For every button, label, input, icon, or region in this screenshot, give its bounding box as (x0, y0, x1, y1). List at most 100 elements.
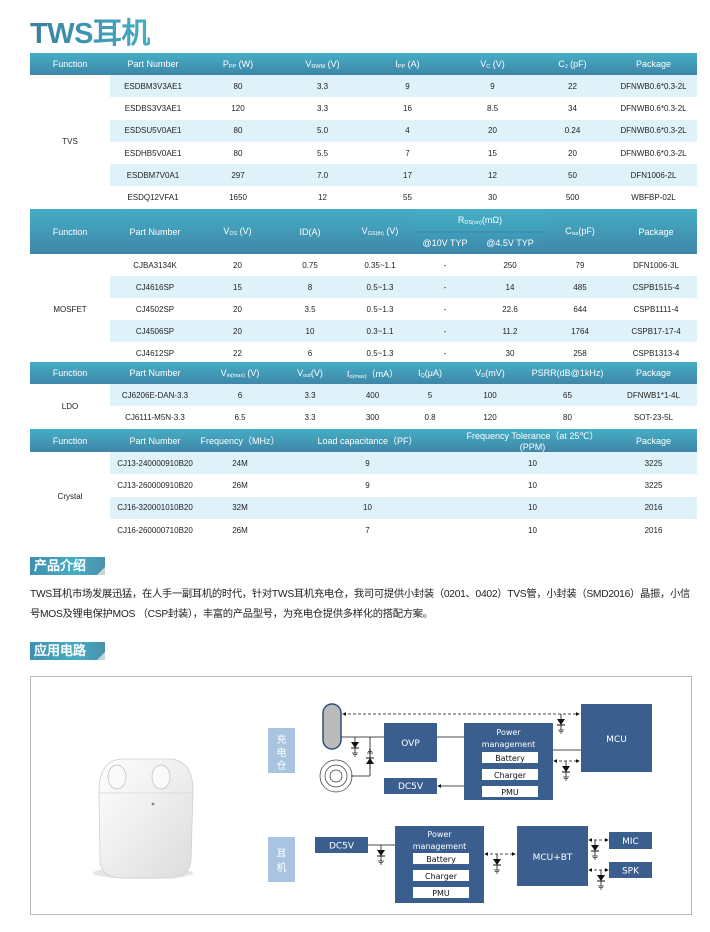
table-cell: DFN1006-3L (633, 260, 679, 270)
mcu-block (581, 704, 652, 772)
header-text: Package (635, 435, 672, 446)
header-text: @10V TYP (422, 238, 468, 248)
table-cell: 0.75 (302, 260, 318, 270)
header-unit: (A) (405, 58, 420, 69)
tvs-diode-icon (376, 844, 386, 865)
header-subscript: in(max) (226, 372, 245, 379)
tvs-spec-table: Function Part Number PPP (W) VRWM (V) IPP (A… (30, 53, 697, 210)
column-header: VGS(th) (V) (345, 209, 415, 254)
wireless-coil-icon (319, 759, 353, 793)
column-header: IQ(μA) (405, 362, 455, 384)
table-cell: CSPB17-17-4 (615, 320, 697, 342)
table-row: CJ13-260000910B20 26M 9 10 3225 (30, 474, 697, 496)
header-text: @4.5V TYP (486, 238, 534, 248)
mic-block (609, 832, 652, 849)
header-unit: (V) (383, 226, 399, 236)
circuit-diagram: 充 电 仓 OVP Power management (93, 703, 652, 903)
part-number-cell: ESDSU5V0AE1 (110, 119, 196, 142)
intro-heading: 产品介绍 (30, 557, 105, 575)
part-number-cell: ESDBM7V0A1 (110, 164, 196, 187)
ovp-label: OVP (401, 739, 420, 749)
table-row: CJ16-260000710B20 26M 7 10 2016 (30, 519, 697, 541)
header-row: Function Part Number Vin(max) (V) Vout(V) Io… (30, 362, 697, 384)
function-cell: TVS (30, 75, 110, 210)
header-row: Function Part Number VDS (V) ID(A) VGS(th) (… (30, 209, 697, 254)
table-cell: 0.35~1.1 (364, 260, 396, 270)
tvs-diode-icon (365, 749, 375, 770)
header-text: P (222, 58, 229, 69)
header-subscript: PP (228, 63, 237, 70)
table-cell: 26M (232, 480, 248, 490)
table-cell: 50 (535, 164, 610, 187)
table-cell: 3225 (610, 452, 697, 475)
pmu-label: PMU (432, 889, 450, 898)
table-cell: 485 (545, 276, 615, 298)
header-unit: （mA） (366, 368, 399, 379)
column-header: Part Number (110, 429, 200, 452)
table-cell: 2016 (644, 525, 663, 535)
header-row: Function Part Number Frequency（MHz） Load ca… (30, 429, 697, 452)
battery-label: Battery (495, 754, 525, 763)
table-row: ESDHB5V0AE1 80 5.5 7 15 20 DFNWB0.6*0.3-2L (30, 142, 697, 164)
part-number-cell: CJ13-260000910B20 (117, 480, 193, 490)
header-text: Part Number (127, 59, 179, 69)
header-subscript: out (303, 372, 311, 379)
table-cell: 20 (233, 260, 242, 270)
table-cell: DFNWB0.6*0.3-2L (610, 75, 697, 98)
table-cell: 34 (568, 103, 577, 113)
table-cell: 10 (528, 525, 537, 535)
table-row: CJ16-320001010B20 32M 10 10 2016 (30, 496, 697, 519)
part-number-cell: CJ16-260000710B20 (117, 525, 193, 535)
table-cell: DFN1006-2L (610, 164, 697, 187)
header-text: Part Number (129, 226, 181, 237)
header-subscript: iss (571, 231, 579, 237)
mosfet-spec-table: Function Part Number VDS (V) ID(A) VGS(th) (… (30, 209, 697, 364)
header-text: Part Number (129, 435, 181, 446)
header-text: Load capacitance（PF） (317, 436, 418, 446)
part-number-cell: CJ16-320001010B20 (110, 496, 200, 519)
table-cell: 79 (575, 260, 585, 270)
column-header: VC (V) (450, 53, 535, 75)
table-cell: 3.3 (280, 384, 340, 406)
table-cell: 3.3 (304, 412, 316, 422)
table-cell: 6 (307, 348, 313, 358)
intro-paragraph: TWS耳机市场发展迅猛，在人手一副耳机的时代，针对TWS耳机充电仓，我司可提供小… (30, 589, 691, 620)
table-cell: CSPB1515-4 (615, 276, 697, 298)
header-text: C (565, 226, 572, 236)
table-cell: - (415, 320, 475, 342)
header-text: C (558, 58, 565, 69)
column-header: Function (30, 429, 110, 452)
column-header: Function (30, 53, 110, 75)
crystal-spec-table: Function Part Number Frequency（MHz） Load ca… (30, 429, 697, 542)
header-subscript: RWM (311, 63, 326, 70)
case-label-char: 仓 (277, 759, 287, 772)
mcu-bt-block (517, 826, 588, 886)
header-unit: (V) (237, 226, 252, 236)
pm-label: management (413, 842, 467, 851)
header-unit: (V) (490, 58, 505, 69)
header-subscript: DS (229, 231, 238, 237)
usb-connector-icon (322, 703, 342, 750)
charging-case-diagram: 充 电 仓 OVP Power management (268, 703, 652, 800)
column-header: Package (610, 53, 697, 75)
table-cell: SOT-23-5L (633, 412, 674, 422)
header-subscript: o(max) (349, 373, 367, 380)
part-number-cell: ESDBM3V3AE1 (110, 75, 196, 98)
table-cell: 10 (455, 452, 610, 475)
column-header: Load capacitance（PF） (280, 429, 455, 452)
pm-label: Power (496, 728, 521, 737)
header-text: I (395, 58, 398, 69)
table-cell: 3.3 (280, 75, 365, 98)
header-subscript: GS(th) (367, 231, 384, 237)
table-cell: 12 (450, 164, 535, 187)
earphone-label-char: 耳 (277, 848, 287, 860)
spk-block (609, 862, 652, 878)
tvs-diode-icon (556, 713, 566, 734)
table-cell: 6.5 (234, 412, 246, 422)
table-cell: 22 (535, 75, 610, 98)
pm-label: Power (427, 830, 452, 839)
part-number-cell: ESDQ12VFA1 (127, 193, 179, 203)
table-cell: 80 (196, 75, 280, 98)
column-header: Function (30, 209, 110, 254)
table-cell: 20 (568, 148, 577, 158)
